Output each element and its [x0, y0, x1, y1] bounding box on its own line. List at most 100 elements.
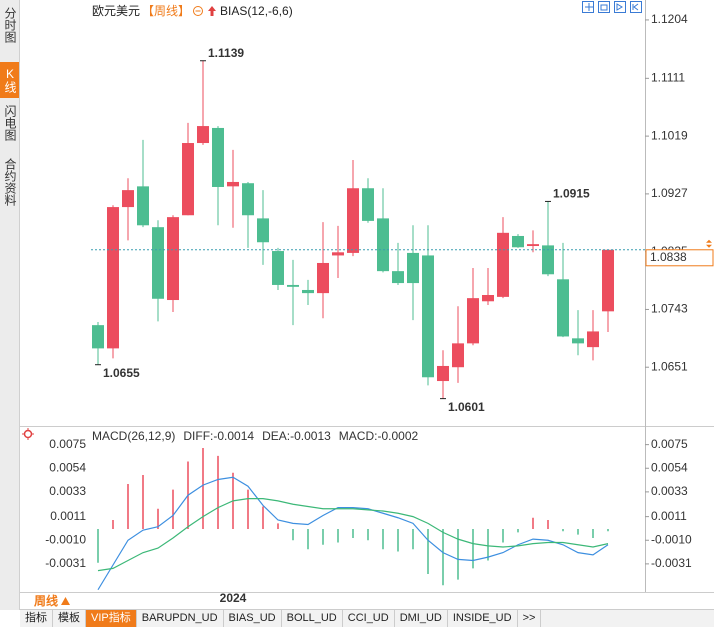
candle-body: [527, 244, 539, 247]
period-button[interactable]: 周线: [20, 593, 76, 608]
candle-body: [437, 365, 449, 382]
y-tick-label-left: 0.0075: [49, 437, 86, 451]
y-tick-label-left: -0.0031: [45, 556, 86, 570]
candle-body: [347, 188, 359, 253]
candle-body: [92, 325, 104, 349]
icon-next[interactable]: [630, 1, 642, 13]
y-tick-label-left: -0.0010: [45, 532, 86, 546]
legend-entry: MACD:-0.0002: [339, 429, 419, 443]
candle-body: [137, 186, 149, 226]
zoom-out-icon[interactable]: [192, 5, 204, 17]
indicator-label: BIAS(12,-6,6): [220, 3, 293, 18]
icon-rays: [22, 428, 34, 440]
y-tick-label: -0.0031: [651, 556, 692, 570]
macd-settings-icon[interactable]: [22, 428, 34, 440]
candle-body: [257, 218, 269, 243]
side-tab[interactable]: 闪电图: [3, 105, 17, 141]
y-tick-label: -0.0010: [651, 532, 692, 546]
candle-body: [587, 331, 599, 348]
last-price-arrow: [706, 239, 712, 248]
y-tick-label: 0.0075: [651, 437, 688, 451]
candle-body: [227, 181, 239, 187]
y-tick-label: 0.0054: [651, 460, 688, 474]
side-tab[interactable]: K线图: [0, 62, 19, 98]
icon-glyphs: [585, 3, 639, 11]
period-arrow: [61, 596, 71, 605]
candle-body: [557, 279, 569, 337]
period-button-text[interactable]: 周线: [34, 594, 59, 608]
bottom-tab[interactable]: 指标: [20, 610, 53, 627]
legend-entry: DEA:-0.0013: [262, 429, 331, 443]
candle-body: [107, 207, 119, 349]
bottom-tab[interactable]: CCI_UD: [343, 610, 395, 627]
candle-body: [572, 338, 584, 344]
last-price-box: [645, 249, 714, 267]
candle-body: [542, 245, 554, 275]
y-tick-label: 0.0011: [651, 509, 687, 523]
candle-body: [167, 217, 179, 301]
candle-body: [152, 227, 164, 299]
bottom-tab[interactable]: BOLL_UD: [282, 610, 343, 627]
indicator-arrow-icon[interactable]: [206, 5, 218, 17]
candle-body: [497, 232, 509, 297]
candle-body: [407, 252, 419, 284]
candle-body: [602, 249, 614, 312]
candle-body: [392, 271, 404, 284]
toolbar-icons[interactable]: [582, 1, 642, 13]
extreme-label: 1.0601: [448, 400, 485, 414]
y-tick-label: 1.1111: [651, 71, 685, 85]
y-tick-label: 1.1204: [651, 12, 688, 26]
candle-body: [512, 235, 524, 248]
side-tabs: 分时图 K线图闪电图合约资料: [0, 0, 20, 610]
candle-body: [272, 251, 284, 285]
y-tick-label-left: 0.0011: [50, 509, 86, 523]
extreme-label: 1.0655: [103, 366, 140, 380]
last-price-label: 1.0838: [650, 250, 687, 264]
candle-body: [362, 188, 374, 221]
icon-zoom[interactable]: [598, 1, 610, 13]
candle-body: [482, 295, 494, 302]
icon-prev[interactable]: [614, 1, 626, 13]
candle-body: [332, 252, 344, 256]
bottom-tab[interactable]: 模板: [53, 610, 86, 627]
period-label[interactable]: 【周线】: [142, 4, 191, 18]
candle-body: [377, 218, 389, 272]
y-tick-label: 0.0033: [651, 484, 688, 498]
symbol-title: 欧元美元: [92, 4, 141, 18]
y-tick-label: 1.0927: [651, 186, 688, 200]
candle-body: [287, 284, 299, 287]
bottom-tab[interactable]: VIP指标: [86, 610, 137, 627]
bottom-tab[interactable]: INSIDE_UD: [448, 610, 518, 627]
extreme-label: 1.1139: [208, 46, 244, 60]
candle-body: [317, 262, 329, 294]
extreme-label: 1.0915: [553, 187, 590, 201]
candle-body: [242, 183, 254, 216]
candle-body: [452, 343, 464, 368]
y-tick-label: 1.1019: [651, 128, 688, 142]
x-tick-label: 2024: [220, 591, 247, 605]
y-tick-label-left: 0.0033: [49, 484, 86, 498]
bottom-tab[interactable]: BIAS_UD: [224, 610, 282, 627]
legend-entry: DIFF:-0.0014: [183, 429, 254, 443]
panel-title: MACD(26,12,9): [92, 429, 175, 443]
candle-body: [302, 289, 314, 294]
bottom-tabs: 指标 模板 VIP指标 BARUPDN_UD BIAS_UD BOLL_UD CCI_UD D…: [20, 609, 714, 627]
y-tick-label: 1.0651: [651, 359, 688, 373]
side-tab[interactable]: 分时图: [3, 7, 17, 43]
icon-ring: [23, 429, 33, 439]
bottom-tab[interactable]: DMI_UD: [395, 610, 448, 627]
y-tick-label-left: 0.0054: [49, 460, 86, 474]
bottom-tab[interactable]: >>: [518, 610, 542, 627]
side-tab[interactable]: 合约资料: [3, 158, 17, 206]
macd-line: [97, 476, 609, 591]
candle-body: [182, 143, 194, 216]
chart-header: 欧元美元 【周线】 BIAS(12,-6,6): [92, 2, 293, 19]
y-tick-label: 1.0743: [651, 302, 688, 316]
candle-body: [467, 298, 479, 344]
macd-line: [97, 498, 609, 572]
candle-body: [212, 127, 224, 187]
candle-body: [122, 190, 134, 208]
bottom-tab[interactable]: BARUPDN_UD: [137, 610, 224, 627]
